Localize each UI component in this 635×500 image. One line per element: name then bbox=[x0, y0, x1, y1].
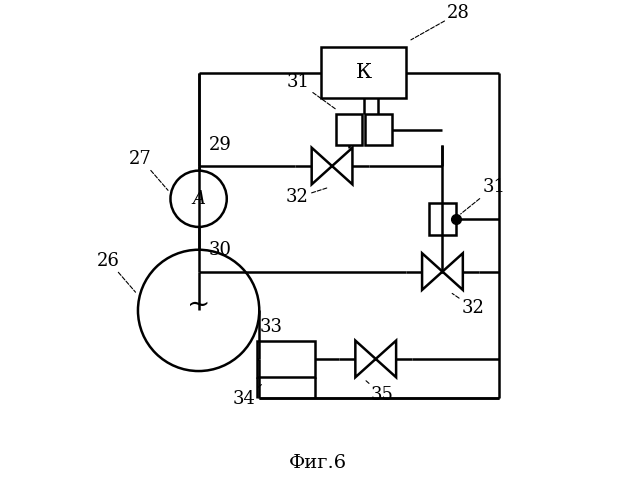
Bar bbox=[257, 340, 315, 377]
Text: A: A bbox=[192, 190, 205, 208]
Polygon shape bbox=[422, 253, 443, 290]
Text: 27: 27 bbox=[129, 150, 168, 190]
Text: 35: 35 bbox=[366, 381, 394, 404]
Text: 30: 30 bbox=[208, 242, 231, 260]
Text: 28: 28 bbox=[411, 4, 470, 40]
Bar bbox=[321, 47, 406, 98]
Circle shape bbox=[138, 250, 259, 371]
Text: Фиг.6: Фиг.6 bbox=[288, 454, 347, 472]
Polygon shape bbox=[443, 253, 463, 290]
Text: ~: ~ bbox=[187, 292, 210, 319]
Bar bbox=[429, 203, 456, 234]
Polygon shape bbox=[376, 340, 396, 378]
Text: 26: 26 bbox=[97, 252, 135, 292]
Text: 31: 31 bbox=[287, 73, 335, 109]
Bar bbox=[335, 114, 362, 146]
Text: 33: 33 bbox=[259, 318, 283, 336]
Text: 29: 29 bbox=[208, 136, 231, 154]
Polygon shape bbox=[312, 148, 332, 184]
Polygon shape bbox=[356, 340, 376, 378]
Polygon shape bbox=[332, 148, 352, 184]
Text: 34: 34 bbox=[232, 384, 262, 408]
Text: К: К bbox=[356, 63, 371, 82]
Text: 32: 32 bbox=[286, 188, 327, 206]
Bar bbox=[365, 114, 392, 146]
Text: 31: 31 bbox=[460, 178, 505, 214]
Circle shape bbox=[170, 170, 227, 227]
Text: 32: 32 bbox=[452, 294, 485, 317]
